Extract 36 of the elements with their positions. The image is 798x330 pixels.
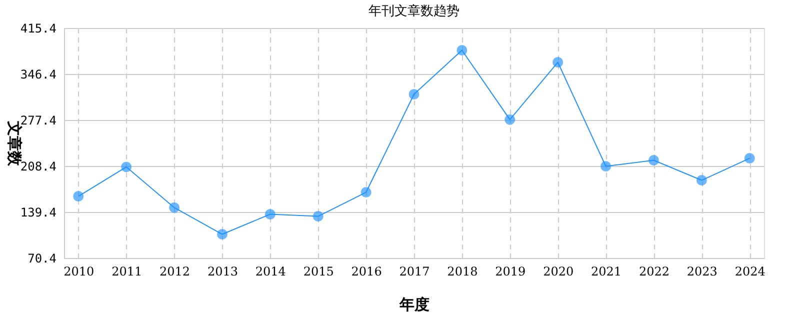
chart-title: 年刊文章数趋势 bbox=[368, 4, 460, 19]
x-tick-label: 2019 bbox=[495, 264, 526, 278]
point bbox=[312, 211, 324, 222]
y-tick-label: 415.4 bbox=[20, 22, 56, 36]
x-tick-label: 2017 bbox=[399, 264, 430, 278]
point bbox=[456, 45, 468, 56]
x-tick-label: 2010 bbox=[64, 264, 94, 278]
point bbox=[696, 175, 707, 186]
point bbox=[648, 155, 659, 166]
point bbox=[360, 187, 372, 198]
x-tick-label: 2016 bbox=[351, 264, 382, 278]
x-tick-label: 2021 bbox=[591, 264, 622, 278]
point bbox=[121, 162, 132, 172]
point bbox=[408, 89, 420, 100]
point bbox=[169, 202, 180, 213]
point bbox=[216, 229, 228, 240]
x-tick-label: 2024 bbox=[734, 264, 766, 278]
x-axis-title: 年度 bbox=[398, 296, 430, 314]
x-tick-label: 2012 bbox=[160, 264, 190, 278]
y-tick-label: 70.4 bbox=[28, 252, 56, 266]
point bbox=[264, 209, 276, 220]
point bbox=[504, 114, 516, 125]
x-tick-label: 2015 bbox=[303, 264, 334, 278]
point bbox=[552, 57, 564, 68]
x-tick-label: 2013 bbox=[207, 264, 238, 278]
x-tick-label: 2018 bbox=[447, 264, 478, 278]
point bbox=[600, 161, 612, 172]
x-tick-label: 2023 bbox=[686, 264, 718, 278]
x-tick-label: 2020 bbox=[543, 264, 574, 278]
point bbox=[73, 191, 84, 202]
point bbox=[744, 153, 755, 164]
x-tick-label: 2022 bbox=[638, 264, 670, 278]
x-tick-label: 2014 bbox=[255, 264, 286, 278]
y-tick-label: 346.4 bbox=[20, 68, 56, 82]
x-tick-label: 2011 bbox=[112, 264, 142, 278]
y-tick-label: 139.4 bbox=[20, 206, 56, 220]
